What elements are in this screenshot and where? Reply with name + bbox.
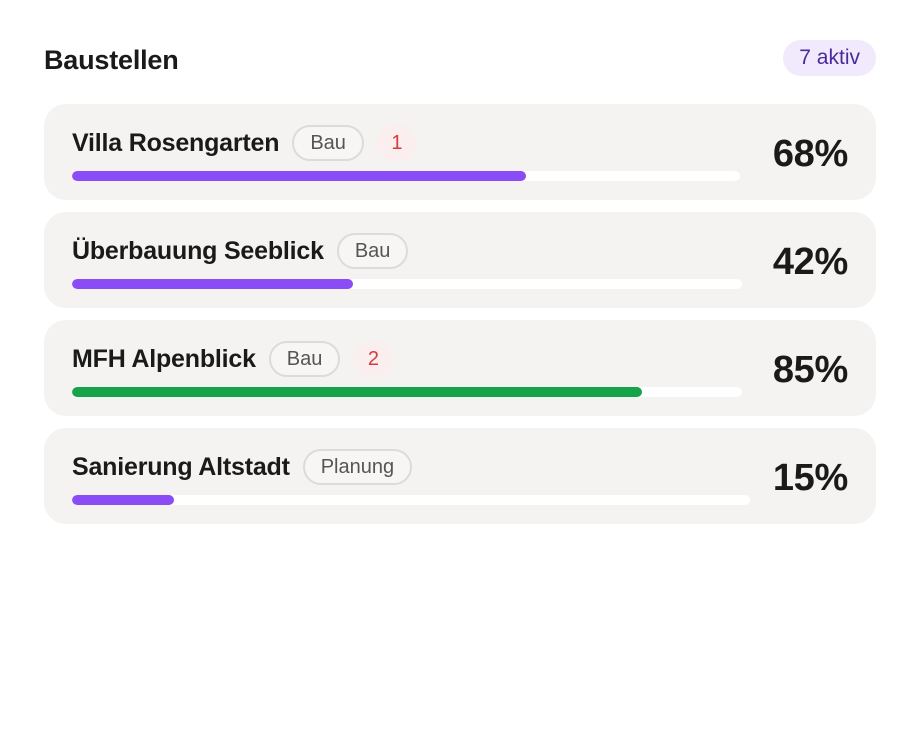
project-name: Sanierung Altstadt	[72, 452, 290, 481]
panel-title: Baustellen	[44, 44, 179, 75]
project-row[interactable]: Villa Rosengarten Bau 1 68%	[44, 104, 876, 200]
phase-badge: Bau	[336, 233, 409, 269]
progress-percent: 15%	[772, 457, 848, 499]
project-name: Überbauung Seeblick	[72, 236, 324, 265]
project-name: Villa Rosengarten	[72, 128, 280, 157]
project-row[interactable]: Überbauung Seeblick Bau 42%	[44, 212, 876, 308]
progress-fill	[72, 387, 642, 397]
alert-count-badge: 2	[353, 341, 394, 377]
progress-fill	[72, 171, 527, 181]
progress-track	[72, 171, 740, 181]
progress-fill	[72, 495, 174, 505]
progress-fill	[72, 279, 354, 289]
progress-percent: 85%	[772, 349, 848, 391]
active-count-badge: 7 aktiv	[783, 40, 876, 76]
project-name: MFH Alpenblick	[72, 344, 256, 373]
alert-count-badge: 1	[376, 125, 417, 161]
phase-badge: Bau	[268, 341, 341, 377]
progress-percent: 42%	[772, 241, 848, 283]
progress-track	[72, 279, 742, 289]
construction-sites-panel: Baustellen 7 aktiv Villa Rosengarten Bau…	[44, 40, 876, 524]
phase-badge: Planung	[302, 449, 413, 485]
progress-percent: 68%	[772, 133, 848, 175]
project-list: Villa Rosengarten Bau 1 68% Überbauung S…	[44, 104, 876, 524]
panel-header: Baustellen 7 aktiv	[44, 40, 876, 76]
progress-track	[72, 495, 750, 505]
phase-badge: Bau	[292, 125, 364, 161]
project-row[interactable]: Sanierung Altstadt Planung 15%	[44, 428, 876, 524]
progress-track	[72, 387, 742, 397]
project-row[interactable]: MFH Alpenblick Bau 2 85%	[44, 320, 876, 416]
